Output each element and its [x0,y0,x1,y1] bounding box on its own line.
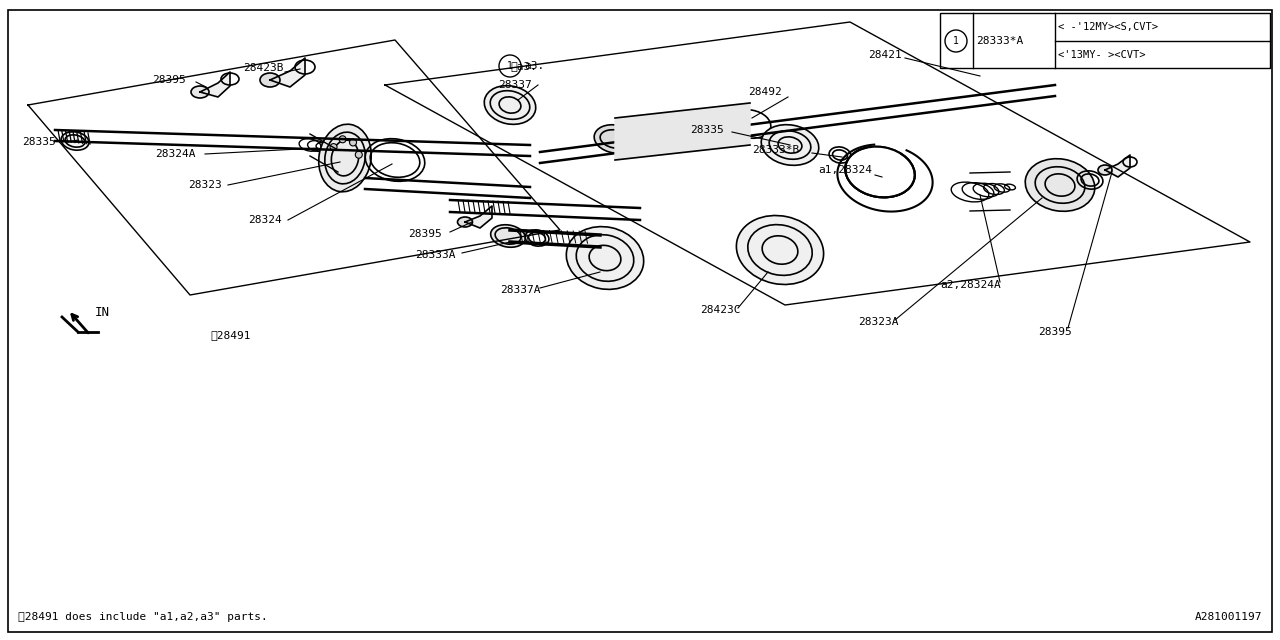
Text: ※28491: ※28491 [210,330,251,340]
Ellipse shape [484,86,536,124]
Circle shape [330,143,337,150]
Ellipse shape [260,73,280,87]
Ellipse shape [1098,165,1112,175]
Text: 28324: 28324 [248,215,282,225]
Text: < -'12MY><S,CVT>: < -'12MY><S,CVT> [1059,22,1158,32]
Ellipse shape [490,225,525,247]
Text: 28323A: 28323A [858,317,899,327]
Polygon shape [1105,155,1130,177]
Text: ※28491 does include "a1,a2,a3" parts.: ※28491 does include "a1,a2,a3" parts. [18,612,268,622]
Text: a1,28324: a1,28324 [818,165,872,175]
Text: 28421: 28421 [868,50,901,60]
Ellipse shape [845,147,915,197]
Text: ①a3.: ①a3. [509,61,538,71]
Ellipse shape [319,124,371,192]
Polygon shape [465,206,492,228]
Text: 28337: 28337 [498,80,531,90]
Text: 28335: 28335 [690,125,723,135]
Circle shape [349,139,357,146]
Text: 28423C: 28423C [700,305,741,315]
Bar [940,13,1270,68]
Text: 28395: 28395 [1038,327,1071,337]
Text: 28395: 28395 [408,229,442,239]
Text: a3.: a3. [524,61,544,71]
Ellipse shape [1025,159,1094,211]
Polygon shape [614,103,750,160]
Ellipse shape [566,227,644,289]
Ellipse shape [457,217,472,227]
Text: 1: 1 [507,61,513,71]
Text: 28335: 28335 [22,137,56,147]
Text: 28395: 28395 [152,75,186,85]
Text: 28324A: 28324A [155,149,196,159]
Ellipse shape [762,125,819,165]
Text: <'13MY- ><CVT>: <'13MY- ><CVT> [1059,50,1146,60]
Circle shape [339,136,346,143]
Ellipse shape [191,86,209,98]
Text: 28333*B: 28333*B [753,145,799,155]
Text: A281001197: A281001197 [1194,612,1262,622]
Text: a2,28324A: a2,28324A [940,280,1001,290]
Ellipse shape [61,132,88,150]
Ellipse shape [736,216,823,285]
Circle shape [356,151,362,158]
Text: 1: 1 [954,36,959,46]
Text: 28337A: 28337A [500,285,540,295]
Text: 28423B: 28423B [243,63,283,73]
Text: 28333*A: 28333*A [977,36,1023,46]
Polygon shape [200,72,230,97]
Text: 28492: 28492 [748,87,782,97]
Text: 28333A: 28333A [415,250,456,260]
Text: IN: IN [95,305,110,319]
Text: 28323: 28323 [188,180,221,190]
Ellipse shape [594,125,636,153]
Polygon shape [270,58,305,87]
